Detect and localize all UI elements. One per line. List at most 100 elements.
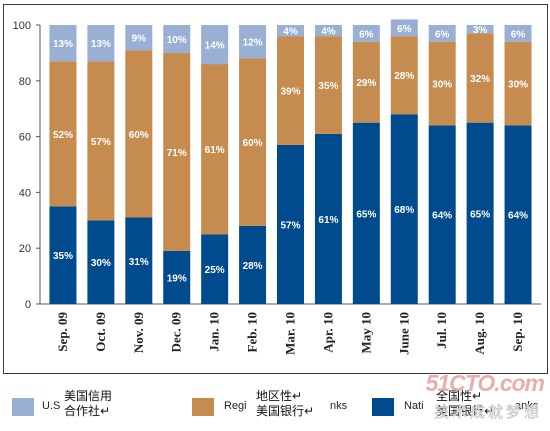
- data-label: 61%: [205, 145, 225, 156]
- y-tick-label: 40: [19, 187, 31, 199]
- data-label: 65%: [356, 209, 376, 220]
- x-category-label: Mar. 10: [283, 312, 298, 355]
- data-label: 4%: [283, 27, 298, 38]
- legend-label-national: Nati: [404, 400, 424, 412]
- bar-segment: [277, 25, 304, 37]
- data-label: 13%: [53, 39, 73, 50]
- bar-segment: [428, 41, 456, 126]
- bar-segment: [239, 58, 267, 226]
- data-label: 31%: [129, 257, 149, 268]
- bar-segment: [239, 225, 267, 304]
- data-label: 68%: [394, 205, 414, 216]
- bar-segment: [504, 41, 532, 126]
- data-label: 25%: [205, 265, 225, 276]
- bar-segment: [314, 133, 342, 304]
- watermark-logo: 51CTO.com: [425, 370, 545, 396]
- data-label: 60%: [129, 130, 149, 141]
- data-label: 9%: [132, 34, 147, 45]
- data-label: 57%: [280, 220, 300, 231]
- x-category-label: Apr. 10: [320, 312, 335, 353]
- x-category-label: May 10: [358, 312, 373, 354]
- legend-label-regional-end: nks: [330, 400, 348, 412]
- bar-segment: [504, 125, 532, 304]
- bar-segment: [49, 61, 77, 207]
- x-category-label: Aug. 10: [472, 312, 487, 355]
- legend-label-us: U.S: [42, 400, 61, 412]
- bar-segment: [390, 19, 418, 37]
- bar-segment: [504, 25, 532, 42]
- stacked-bar-chart: 0 20 40 60 80 100 35% 52% 13% Sep. 09 30% 57% 13% Oct…: [13, 19, 541, 355]
- data-label: 65%: [470, 209, 490, 220]
- bar-segment: [352, 25, 380, 42]
- legend-swatch-us: [12, 398, 34, 416]
- data-label: 12%: [243, 38, 263, 49]
- bar-segment: [201, 25, 229, 65]
- bar-segment: [314, 36, 342, 134]
- data-label: 6%: [435, 29, 450, 40]
- x-category-label: Feb. 10: [245, 312, 260, 352]
- bar-segment: [390, 36, 418, 115]
- data-label: 13%: [91, 39, 111, 50]
- bar-segment: [125, 50, 153, 218]
- legend-swatch-national: [372, 398, 394, 416]
- chart-frame: 0 20 40 60 80 100 35% 52% 13% Sep. 09 30% 57% 13% Oct…: [3, 4, 548, 374]
- bar-segment: [466, 25, 494, 34]
- bar-segment: [125, 25, 153, 51]
- bar-segment: [87, 220, 115, 304]
- data-label: 64%: [432, 211, 452, 222]
- data-label: 4%: [321, 27, 336, 38]
- data-label: 28%: [243, 261, 263, 272]
- bar-segment: [466, 122, 494, 305]
- watermark-tagline: 技术成就梦想: [433, 404, 542, 421]
- x-category-label: Dec. 09: [169, 312, 184, 353]
- data-label: 64%: [508, 211, 528, 222]
- data-label: 30%: [508, 80, 528, 91]
- legend-cn-national: 全国性↵ 美国银行↵: [436, 389, 495, 418]
- data-label: 3%: [473, 25, 488, 36]
- bar-segment: [163, 52, 191, 251]
- bar-segment: [239, 25, 267, 59]
- legend-label-national-end: anks: [515, 400, 539, 412]
- legend-cn-us: 美国信用 合作社↵: [64, 389, 113, 418]
- bar-segment: [277, 144, 304, 304]
- data-label: 71%: [167, 148, 187, 159]
- bar-segment: [49, 206, 77, 304]
- bar-segment: [163, 250, 191, 304]
- data-label: 6%: [359, 29, 374, 40]
- bar-segment: [428, 125, 456, 304]
- bar-segment: [201, 234, 229, 304]
- y-tick-label: 100: [13, 20, 31, 32]
- data-label: 35%: [53, 251, 73, 262]
- bar-segment: [87, 25, 115, 62]
- x-category-label: Jan. 10: [207, 312, 222, 352]
- data-label: 6%: [511, 29, 526, 40]
- bar-segment: [277, 36, 304, 145]
- data-label: 35%: [318, 81, 338, 92]
- bar-segment: [352, 122, 380, 305]
- data-label: 52%: [53, 130, 73, 141]
- y-tick-label: 20: [19, 243, 31, 255]
- bar-segment: [390, 114, 418, 304]
- data-label: 14%: [205, 41, 225, 52]
- x-category-label: Sep. 09: [55, 312, 70, 352]
- data-label: 30%: [91, 258, 111, 269]
- bar-segment: [87, 61, 115, 221]
- data-label: 32%: [470, 74, 490, 85]
- legend-swatch-regional: [192, 398, 214, 416]
- y-tick-label: 60: [19, 132, 31, 144]
- legend-label-regional: Regi: [224, 400, 247, 412]
- bar-segment: [163, 25, 191, 53]
- data-label: 28%: [394, 71, 414, 82]
- bar-segment: [314, 25, 342, 37]
- x-category-label: Sep. 10: [510, 312, 525, 352]
- data-label: 30%: [432, 80, 452, 91]
- bar-segment: [466, 33, 494, 123]
- bar-segment: [125, 217, 153, 304]
- bar-segment: [428, 25, 456, 42]
- bar-segment: [49, 25, 77, 62]
- data-label: 19%: [167, 273, 187, 284]
- x-category-label: Nov. 09: [131, 312, 146, 354]
- x-category-label: Oct. 09: [93, 312, 108, 352]
- data-label: 57%: [91, 137, 111, 148]
- y-tick-label: 0: [25, 299, 31, 311]
